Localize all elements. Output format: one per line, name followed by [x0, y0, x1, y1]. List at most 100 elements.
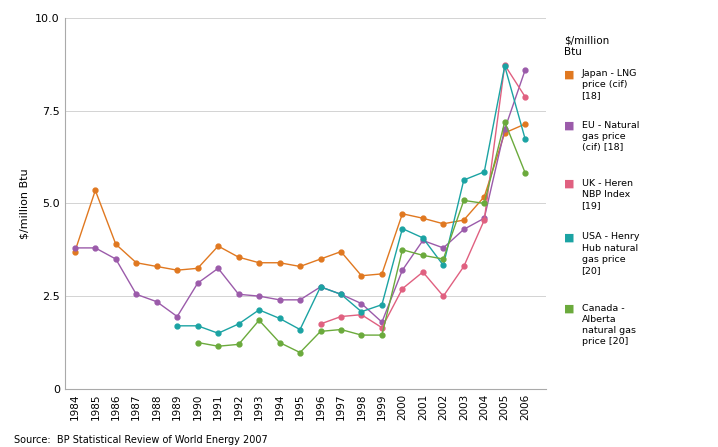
Text: ■: ■: [564, 304, 574, 314]
Canada -
Alberta
natural gas
price [20]: [460, 198, 468, 203]
UK - Heren
NBP Index
[19]: [480, 217, 488, 223]
UK - Heren
NBP Index
[19]: [521, 94, 529, 100]
UK - Heren
NBP Index
[19]: [337, 314, 345, 319]
Japan - LNG
price (cif)
[18]: [521, 121, 529, 127]
Japan - LNG
price (cif)
[18]: [255, 260, 264, 266]
UK - Heren
NBP Index
[19]: [500, 62, 509, 67]
Japan - LNG
price (cif)
[18]: [357, 273, 365, 278]
EU - Natural
gas price
(cif) [18]: [255, 293, 264, 299]
Japan - LNG
price (cif)
[18]: [378, 271, 386, 277]
Japan - LNG
price (cif)
[18]: [70, 249, 79, 254]
Canada -
Alberta
natural gas
price [20]: [255, 317, 264, 323]
Text: EU - Natural
gas price
(cif) [18]: EU - Natural gas price (cif) [18]: [582, 121, 639, 152]
Text: Japan - LNG
price (cif)
[18]: Japan - LNG price (cif) [18]: [582, 69, 637, 101]
USA - Henry
Hub natural
gas price
[20]: [378, 302, 386, 308]
Y-axis label: $/million Btu: $/million Btu: [19, 168, 29, 239]
Text: ■: ■: [564, 179, 574, 189]
Line: EU - Natural
gas price
(cif) [18]: EU - Natural gas price (cif) [18]: [73, 67, 528, 325]
EU - Natural
gas price
(cif) [18]: [275, 297, 284, 303]
Japan - LNG
price (cif)
[18]: [480, 194, 488, 199]
USA - Henry
Hub natural
gas price
[20]: [337, 291, 345, 297]
Canada -
Alberta
natural gas
price [20]: [234, 342, 243, 347]
Japan - LNG
price (cif)
[18]: [91, 188, 100, 193]
UK - Heren
NBP Index
[19]: [419, 270, 427, 275]
Line: UK - Heren
NBP Index
[19]: UK - Heren NBP Index [19]: [318, 63, 528, 330]
Japan - LNG
price (cif)
[18]: [275, 260, 284, 266]
UK - Heren
NBP Index
[19]: [378, 325, 386, 330]
USA - Henry
Hub natural
gas price
[20]: [234, 321, 243, 327]
Japan - LNG
price (cif)
[18]: [460, 217, 468, 223]
Line: Canada -
Alberta
natural gas
price [20]: Canada - Alberta natural gas price [20]: [195, 119, 528, 355]
Line: Japan - LNG
price (cif)
[18]: Japan - LNG price (cif) [18]: [73, 122, 528, 278]
USA - Henry
Hub natural
gas price
[20]: [357, 309, 365, 314]
Text: ■: ■: [564, 69, 574, 79]
USA - Henry
Hub natural
gas price
[20]: [480, 169, 488, 174]
EU - Natural
gas price
(cif) [18]: [357, 301, 365, 306]
Canada -
Alberta
natural gas
price [20]: [316, 329, 325, 334]
USA - Henry
Hub natural
gas price
[20]: [521, 136, 529, 142]
EU - Natural
gas price
(cif) [18]: [378, 320, 386, 325]
EU - Natural
gas price
(cif) [18]: [111, 256, 120, 261]
EU - Natural
gas price
(cif) [18]: [70, 245, 79, 251]
Canada -
Alberta
natural gas
price [20]: [398, 247, 406, 253]
USA - Henry
Hub natural
gas price
[20]: [255, 307, 264, 312]
USA - Henry
Hub natural
gas price
[20]: [439, 263, 447, 268]
Line: USA - Henry
Hub natural
gas price
[20]: USA - Henry Hub natural gas price [20]: [174, 63, 528, 336]
Canada -
Alberta
natural gas
price [20]: [357, 333, 365, 338]
Japan - LNG
price (cif)
[18]: [234, 254, 243, 260]
EU - Natural
gas price
(cif) [18]: [316, 284, 325, 290]
Japan - LNG
price (cif)
[18]: [111, 241, 120, 247]
EU - Natural
gas price
(cif) [18]: [398, 267, 406, 273]
Japan - LNG
price (cif)
[18]: [173, 267, 182, 273]
EU - Natural
gas price
(cif) [18]: [460, 227, 468, 232]
Canada -
Alberta
natural gas
price [20]: [439, 256, 447, 261]
EU - Natural
gas price
(cif) [18]: [296, 297, 304, 303]
UK - Heren
NBP Index
[19]: [316, 321, 325, 327]
Canada -
Alberta
natural gas
price [20]: [337, 327, 345, 332]
UK - Heren
NBP Index
[19]: [398, 286, 406, 291]
Japan - LNG
price (cif)
[18]: [152, 264, 161, 269]
USA - Henry
Hub natural
gas price
[20]: [316, 284, 325, 290]
Text: Source:  BP Statistical Review of World Energy 2007: Source: BP Statistical Review of World E…: [14, 434, 268, 444]
EU - Natural
gas price
(cif) [18]: [173, 314, 182, 319]
USA - Henry
Hub natural
gas price
[20]: [275, 316, 284, 321]
EU - Natural
gas price
(cif) [18]: [132, 291, 141, 297]
EU - Natural
gas price
(cif) [18]: [439, 245, 447, 251]
EU - Natural
gas price
(cif) [18]: [521, 67, 529, 72]
USA - Henry
Hub natural
gas price
[20]: [500, 63, 509, 69]
Japan - LNG
price (cif)
[18]: [316, 256, 325, 261]
USA - Henry
Hub natural
gas price
[20]: [460, 177, 468, 183]
Japan - LNG
price (cif)
[18]: [214, 243, 223, 249]
Canada -
Alberta
natural gas
price [20]: [214, 344, 223, 349]
Text: USA - Henry
Hub natural
gas price
[20]: USA - Henry Hub natural gas price [20]: [582, 232, 639, 275]
Canada -
Alberta
natural gas
price [20]: [521, 170, 529, 176]
EU - Natural
gas price
(cif) [18]: [91, 245, 100, 251]
EU - Natural
gas price
(cif) [18]: [337, 291, 345, 297]
Text: ■: ■: [564, 121, 574, 131]
EU - Natural
gas price
(cif) [18]: [234, 291, 243, 297]
UK - Heren
NBP Index
[19]: [460, 264, 468, 269]
EU - Natural
gas price
(cif) [18]: [500, 127, 509, 132]
Japan - LNG
price (cif)
[18]: [398, 211, 406, 216]
Text: UK - Heren
NBP Index
[19]: UK - Heren NBP Index [19]: [582, 179, 633, 210]
EU - Natural
gas price
(cif) [18]: [419, 238, 427, 243]
Canada -
Alberta
natural gas
price [20]: [419, 253, 427, 258]
UK - Heren
NBP Index
[19]: [439, 293, 447, 299]
Text: $/million
Btu: $/million Btu: [564, 36, 609, 57]
USA - Henry
Hub natural
gas price
[20]: [398, 226, 406, 231]
Text: ■: ■: [564, 232, 574, 242]
Japan - LNG
price (cif)
[18]: [439, 221, 447, 227]
Canada -
Alberta
natural gas
price [20]: [275, 340, 284, 345]
Japan - LNG
price (cif)
[18]: [337, 249, 345, 254]
Canada -
Alberta
natural gas
price [20]: [193, 340, 202, 345]
Canada -
Alberta
natural gas
price [20]: [296, 350, 304, 355]
Japan - LNG
price (cif)
[18]: [500, 130, 509, 135]
Canada -
Alberta
natural gas
price [20]: [378, 333, 386, 338]
EU - Natural
gas price
(cif) [18]: [193, 280, 202, 286]
Text: Canada -
Alberta
natural gas
price [20]: Canada - Alberta natural gas price [20]: [582, 304, 635, 346]
EU - Natural
gas price
(cif) [18]: [152, 299, 161, 304]
USA - Henry
Hub natural
gas price
[20]: [296, 327, 304, 332]
Japan - LNG
price (cif)
[18]: [296, 264, 304, 269]
USA - Henry
Hub natural
gas price
[20]: [173, 323, 182, 329]
UK - Heren
NBP Index
[19]: [357, 312, 365, 317]
